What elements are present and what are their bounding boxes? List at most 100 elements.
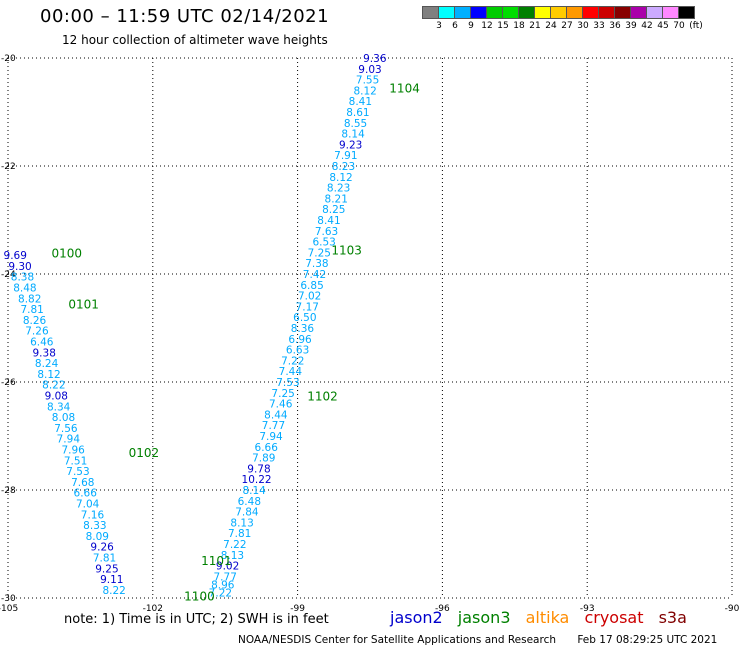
swh-value-label: 9.08: [45, 391, 68, 403]
swh-value-label: 8.82: [18, 293, 41, 305]
color-scale-swatch: [550, 6, 567, 19]
swh-value-label: 7.25: [308, 247, 331, 259]
color-scale-swatch: [438, 6, 455, 19]
color-scale-tick: 30: [577, 21, 589, 31]
swh-value-label: 7.96: [61, 445, 85, 457]
time-label: 1102: [307, 390, 338, 404]
swh-value-label: 8.26: [23, 315, 47, 327]
swh-value-label: 7.89: [252, 453, 275, 465]
swh-value-label: 7.81: [20, 304, 43, 316]
swh-value-label: 8.34: [47, 401, 71, 413]
footer: NOAA/NESDIS Center for Satellite Applica…: [238, 634, 735, 646]
swh-value-label: 7.53: [66, 466, 89, 478]
swh-value-label: 9.30: [8, 261, 31, 273]
color-scale-swatch: [566, 6, 583, 19]
color-scale-swatch: [614, 6, 631, 19]
swh-value-label: 7.53: [276, 377, 299, 389]
swh-value-label: 8.44: [264, 409, 288, 421]
color-scale-tick: 27: [561, 21, 573, 31]
swh-value-label: 7.77: [214, 571, 237, 583]
x-tick-label: -90: [725, 604, 740, 614]
swh-value-label: 7.84: [235, 507, 259, 519]
color-scale-tick: 39: [625, 21, 637, 31]
footer-credit: NOAA/NESDIS Center for Satellite Applica…: [238, 634, 556, 646]
satellite-jason3: jason3: [457, 608, 511, 627]
swh-value-label: 8.48: [13, 283, 36, 295]
swh-value-label: 8.09: [86, 531, 109, 543]
swh-value-label: 7.17: [296, 301, 319, 313]
swh-value-label: 8.25: [322, 204, 345, 216]
color-scale-tick: 70: [673, 21, 685, 31]
time-labels: 1104 1103 1102 1101 1100 0100 0101 0102: [51, 82, 419, 604]
color-scale-tick: 45: [657, 21, 669, 31]
color-scale-swatch: [582, 6, 599, 19]
swh-value-label: 8.96: [211, 580, 235, 592]
swh-value-label: 8.14: [341, 129, 365, 141]
chart-subtitle: 12 hour collection of altimeter wave hei…: [62, 33, 328, 47]
swh-value-label: 9.78: [247, 463, 270, 475]
swh-value-label: 9.02: [216, 561, 239, 573]
swh-value-label: 7.56: [54, 423, 78, 435]
swh-value-label: 9.38: [33, 347, 56, 359]
footer-timestamp: Feb 17 08:29:25 UTC 2021: [577, 634, 718, 646]
swh-value-label: 8.14: [242, 485, 266, 497]
swh-value-label: 8.13: [221, 550, 244, 562]
swh-value-label: 7.02: [298, 291, 321, 303]
swh-value-label: 8.08: [52, 412, 75, 424]
color-scale-legend: 3 6 9 12 15 18 21 24 27 30 33 36 39 42 45 70 (ft): [422, 6, 703, 31]
swh-value-label: 7.77: [262, 420, 285, 432]
swh-value-label: 7.94: [259, 431, 283, 443]
swh-value-label: 6.53: [312, 237, 335, 249]
y-tick-label: -20: [1, 54, 16, 64]
swh-value-label: 7.22: [281, 355, 304, 367]
swh-data-labels: 9.369.037.558.128.418.618.558.149.237.91…: [4, 53, 387, 600]
swh-value-label: 6.96: [288, 334, 312, 346]
time-label: 1100: [184, 589, 215, 603]
swh-value-label: 6.66: [255, 442, 279, 454]
grid-lines: [7, 57, 733, 599]
swh-value-label: 7.26: [25, 326, 49, 338]
swh-value-label: 8.41: [317, 215, 340, 227]
swh-value-label: 8.13: [230, 517, 253, 529]
color-scale-tick: 36: [609, 21, 621, 31]
time-label: 0100: [51, 246, 82, 260]
swh-value-label: 7.46: [269, 399, 293, 411]
swh-value-label: 7.42: [303, 269, 326, 281]
swh-value-label: 8.23: [332, 161, 355, 173]
color-scale-unit: (ft): [689, 21, 703, 31]
satellite-altika: altika: [525, 608, 570, 627]
swh-value-label: 9.69: [4, 250, 27, 262]
swh-value-label: 6.66: [74, 488, 98, 500]
swh-value-label: 8.36: [291, 323, 315, 335]
color-scale-swatch: [662, 6, 679, 19]
satellite-jason2: jason2: [390, 608, 443, 627]
swh-value-label: 7.94: [57, 434, 81, 446]
y-tick-label: -24: [1, 270, 16, 280]
swh-value-label: 8.55: [344, 118, 367, 130]
swh-value-label: 8.12: [37, 369, 60, 381]
satellite-cryosat: cryosat: [584, 608, 644, 627]
swh-value-label: 9.11: [100, 574, 123, 586]
swh-value-label: 8.22: [102, 585, 125, 597]
color-scale-tick: 9: [468, 21, 474, 31]
units-note: note: 1) Time is in UTC; 2) SWH is in fe…: [64, 612, 329, 627]
swh-value-label: 9.23: [339, 139, 362, 151]
swh-value-label: 7.38: [305, 258, 328, 270]
color-scale-tick: 18: [513, 21, 525, 31]
swh-value-label: 7.81: [93, 553, 116, 565]
time-label: 0102: [129, 446, 160, 460]
swh-value-label: 6.46: [30, 337, 54, 349]
swh-value-label: 10.22: [242, 474, 272, 486]
color-scale-swatch: [454, 6, 471, 19]
time-label: 1104: [389, 82, 420, 96]
satellite-s3a: s3a: [658, 608, 687, 627]
swh-value-label: 8.41: [349, 96, 372, 108]
swh-value-label: 8.38: [11, 272, 34, 284]
y-tick-label: -30: [1, 594, 16, 604]
swh-value-label: 7.81: [228, 528, 251, 540]
swh-value-label: 8.21: [325, 193, 348, 205]
chart-title: 00:00 – 11:59 UTC 02/14/2021: [40, 6, 330, 27]
satellite-legend: jason2 jason3 altika cryosat s3a: [390, 608, 697, 627]
color-scale-tick: 3: [436, 21, 442, 31]
color-scale-swatch: [470, 6, 487, 19]
